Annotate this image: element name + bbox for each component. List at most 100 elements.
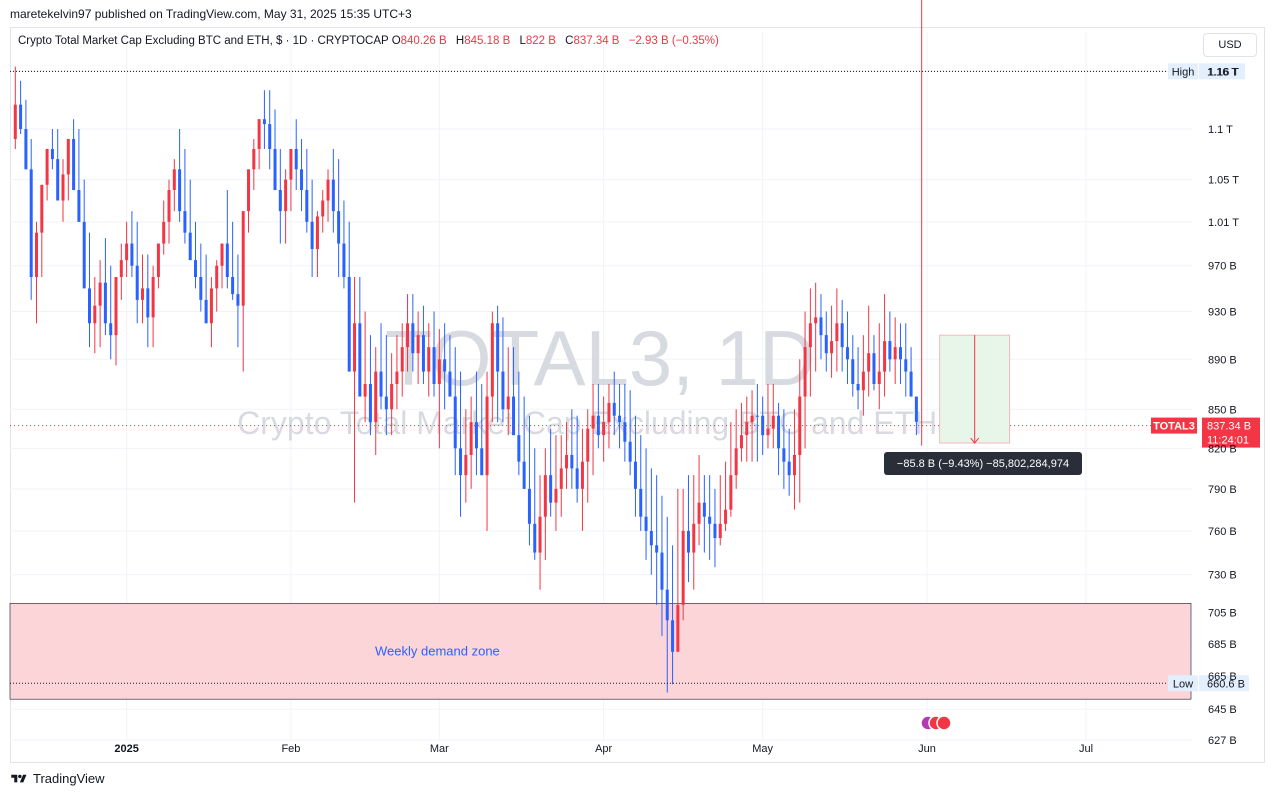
low-value-bg xyxy=(1199,675,1249,692)
candle-body xyxy=(750,415,754,423)
event-icon xyxy=(936,715,952,731)
candle-body xyxy=(45,148,49,185)
candle-body xyxy=(893,347,897,360)
candle-body xyxy=(819,317,823,336)
legend-low-key: L xyxy=(519,35,526,47)
y-tick-label: 627 B xyxy=(1208,735,1237,747)
last-price-badge-bg xyxy=(1202,417,1260,448)
candle-body xyxy=(162,221,166,244)
candle-body xyxy=(194,260,198,278)
demand-zone-label: Weekly demand zone xyxy=(375,643,500,658)
candle-body xyxy=(437,359,441,385)
candle-body xyxy=(580,461,584,489)
candle-body xyxy=(156,243,160,278)
candle-body xyxy=(766,428,770,436)
tradingview-logo-icon xyxy=(11,774,27,782)
candle-body xyxy=(363,384,367,397)
candle-body xyxy=(549,475,553,503)
candle-body xyxy=(612,402,616,416)
footer: TradingView xyxy=(10,771,105,786)
candle-body xyxy=(671,620,675,652)
footer-brand[interactable]: TradingView xyxy=(33,771,105,786)
candle-body xyxy=(814,317,818,324)
candle-body xyxy=(395,371,399,385)
candle-body xyxy=(88,288,92,324)
legend-close-key: C xyxy=(565,35,574,47)
candle-body xyxy=(787,461,791,476)
candle-body xyxy=(618,415,622,423)
candle-body xyxy=(310,221,314,250)
candle-body xyxy=(708,516,712,524)
candle-body xyxy=(141,288,145,300)
candle-body xyxy=(130,243,134,266)
candle-body xyxy=(538,516,542,553)
candle-body xyxy=(490,323,494,397)
candle-body xyxy=(628,441,632,462)
candle-body xyxy=(289,148,293,180)
candle-body xyxy=(225,243,229,278)
candle-body xyxy=(400,347,404,372)
candle-body xyxy=(77,190,81,222)
candle-body xyxy=(135,265,139,300)
candle-body xyxy=(220,243,224,266)
x-tick-label: Feb xyxy=(281,743,300,755)
candle-body xyxy=(898,347,902,360)
candle-body xyxy=(13,104,17,139)
candle-body xyxy=(559,468,563,489)
candle-body xyxy=(273,148,277,191)
candle-body xyxy=(570,454,574,469)
candle-body xyxy=(533,523,537,553)
legend-open-key: O xyxy=(391,35,401,47)
y-tick-label: 1.16 T xyxy=(1208,66,1239,78)
candle-body xyxy=(257,119,261,149)
candle-body xyxy=(151,277,155,318)
overlays: High 1.16 T Low 660.6 B TOTAL3 837.34 B 11:24:… xyxy=(10,63,1260,731)
candle-body xyxy=(803,347,807,397)
candle-body xyxy=(718,523,722,539)
candle-body xyxy=(421,335,425,372)
measure-tooltip: −85.8 B (−9.43%) −85,802,284,974 xyxy=(897,458,1069,470)
demand-zone-rect xyxy=(9,603,1192,700)
candle-body xyxy=(119,260,123,278)
x-tick-label: Mar xyxy=(430,743,449,755)
candle-body xyxy=(93,305,97,324)
candle-body xyxy=(204,299,208,324)
candle-body xyxy=(241,211,245,306)
y-axis: 1.16 T 1.1 T 1.05 T 1.01 T 970 B 930 B 890 B 85… xyxy=(1208,66,1239,747)
candle-body xyxy=(56,159,60,201)
measure-tooltip-bg xyxy=(884,452,1082,475)
candle-body xyxy=(19,104,23,130)
high-value-bg xyxy=(1199,63,1245,80)
legend-symbol: Crypto Total Market Cap Excluding BTC an… xyxy=(18,35,389,47)
candle-body xyxy=(72,138,76,191)
candle-body xyxy=(856,384,860,391)
candle-body xyxy=(914,396,918,422)
candle-body xyxy=(655,545,659,553)
candle-body xyxy=(390,384,394,410)
high-label: High xyxy=(1172,66,1195,78)
candle-body xyxy=(798,396,802,455)
candle-body xyxy=(713,523,717,539)
candle-body xyxy=(305,190,309,222)
candle-body xyxy=(172,169,176,191)
candle-body xyxy=(824,335,828,354)
y-tick-label: 970 B xyxy=(1208,261,1237,273)
candle-body xyxy=(681,530,685,605)
candle-body xyxy=(35,232,39,278)
candle-body xyxy=(353,323,357,372)
candle-body xyxy=(453,396,457,449)
legend-high: 845.18 B xyxy=(464,35,511,47)
candle-body xyxy=(379,371,383,397)
candle-body xyxy=(649,530,653,546)
candle-body xyxy=(231,277,235,295)
legend-open: 840.26 B xyxy=(400,35,447,47)
candle-body xyxy=(782,448,786,462)
candle-body xyxy=(665,589,669,621)
y-tick-label: 1.1 T xyxy=(1208,124,1233,136)
y-tick-label: 760 B xyxy=(1208,526,1237,538)
currency-button[interactable]: USD xyxy=(1203,33,1257,57)
chart-frame xyxy=(10,27,1265,763)
candle-body xyxy=(888,341,892,360)
